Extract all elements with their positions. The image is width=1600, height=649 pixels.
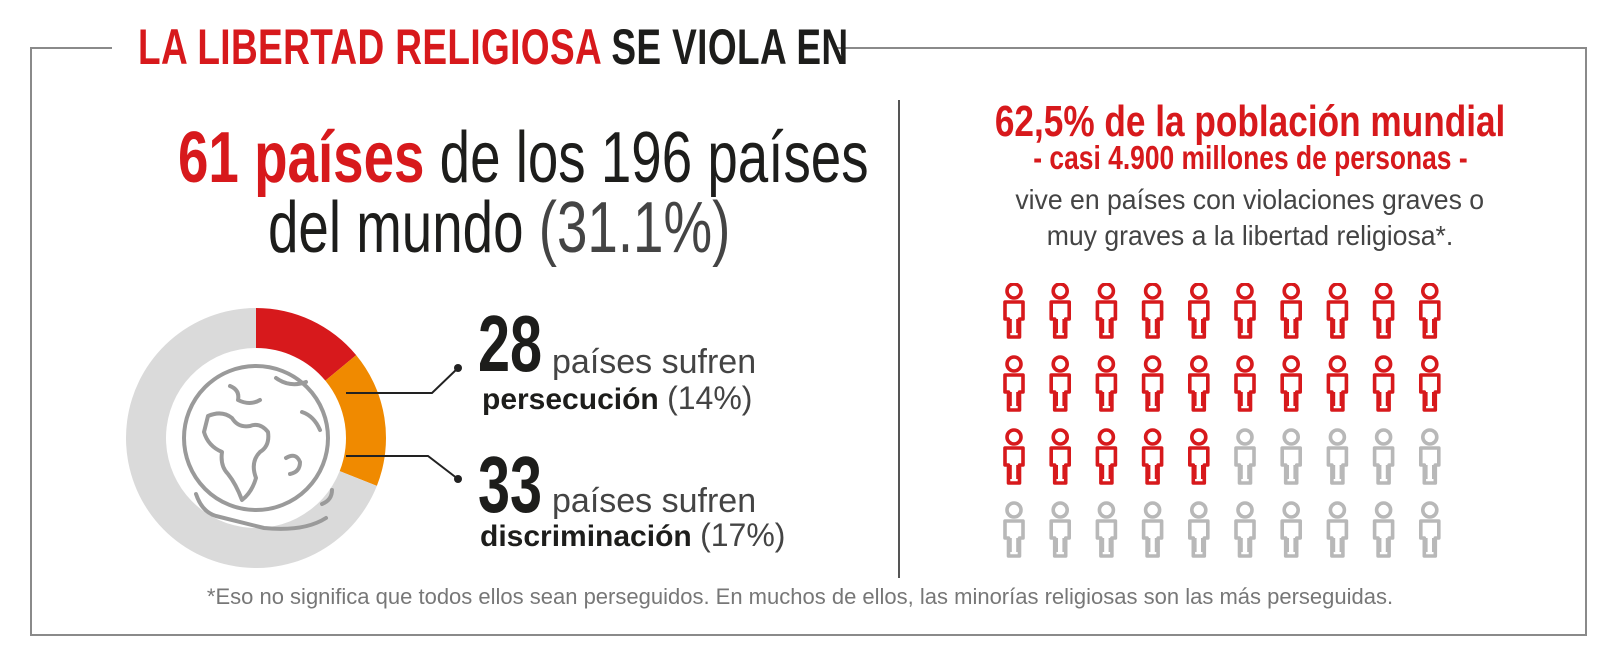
discrimination-line: países sufren (552, 482, 757, 520)
population-body-1: vive en países con violaciones graves o (1015, 184, 1485, 215)
donut-segments (126, 308, 386, 568)
persecution-number: 28 (478, 299, 543, 388)
person-icon (1188, 501, 1210, 558)
person-icon (1141, 428, 1164, 485)
person-icon (1280, 355, 1303, 412)
countries-subline: del mundo (31.1%) (268, 188, 730, 268)
population-body-row-1: vive en países con violaciones graves o (900, 183, 1600, 217)
discrimination-label-row: discriminación (17%) (480, 517, 785, 555)
title-red: LA LIBERTAD RELIGIOSA (138, 19, 601, 75)
person-icon (1326, 428, 1349, 485)
person-icon (1095, 283, 1118, 339)
person-icon (1234, 501, 1256, 558)
discrimination-label: discriminación (480, 520, 692, 553)
person-icon (1418, 355, 1441, 412)
persecution-line: países sufren (552, 343, 757, 381)
discrimination-number: 33 (478, 440, 543, 529)
infographic-frame (30, 48, 1587, 636)
person-icon (1280, 501, 1303, 558)
main-title: LA LIBERTAD RELIGIOSA SE VIOLA EN (138, 14, 848, 80)
person-icon (1326, 501, 1349, 558)
person-icon (1188, 283, 1210, 339)
person-icon (1049, 283, 1072, 339)
title-dark: SE VIOLA EN (611, 19, 849, 75)
person-icon (1372, 283, 1395, 339)
population-headline: 62,5% de la población mundial (994, 97, 1506, 146)
person-icon (1141, 501, 1164, 558)
donut-segment-discriminación (325, 355, 386, 486)
person-icon (1003, 283, 1025, 339)
persecution-label: persecución (482, 383, 659, 416)
countries-percent: (31.1%) (538, 188, 731, 268)
person-icon (1188, 355, 1210, 412)
person-icon (1003, 501, 1025, 558)
person-icon (1280, 283, 1303, 339)
countries-count: 61 (178, 118, 239, 198)
person-icon (1003, 355, 1025, 412)
footnote: *Eso no significa que todos ellos sean p… (206, 584, 1394, 609)
world-label: del mundo (268, 188, 524, 268)
countries-of-total: de los 196 países (439, 118, 869, 198)
population-headline-row: 62,5% de la población mundial (900, 98, 1600, 146)
person-icon (1234, 283, 1256, 339)
persecution-leader-dot (454, 364, 462, 372)
person-icon (1141, 355, 1164, 412)
person-icon (1234, 355, 1256, 412)
person-icon (1326, 355, 1349, 412)
population-subhead: - casi 4.900 millones de personas - (1032, 139, 1468, 176)
callout-lines (346, 364, 462, 483)
population-body-row-2: muy graves a la libertad religiosa*. (900, 219, 1600, 253)
person-icon (1372, 428, 1395, 485)
countries-headline: 61 países de los 196 países (178, 118, 869, 198)
frame-top-right (836, 47, 1587, 49)
person-icon (1003, 428, 1025, 485)
person-icon (1418, 428, 1441, 485)
persecution-leader (346, 367, 459, 394)
person-icon (1141, 283, 1164, 339)
discrimination-leader-dot (454, 475, 462, 483)
person-icon (1418, 283, 1441, 339)
vertical-divider (898, 100, 900, 578)
persecution-percent: (14%) (667, 380, 753, 416)
population-subhead-row: - casi 4.900 millones de personas - (900, 140, 1600, 176)
people-pictogram (1003, 283, 1441, 558)
discrimination-percent: (17%) (700, 517, 786, 553)
person-icon (1372, 355, 1395, 412)
person-icon (1326, 283, 1349, 339)
person-icon (1234, 428, 1256, 485)
countries-word: países (254, 118, 425, 198)
donut-segment-persecución (256, 308, 357, 381)
person-icon (1188, 428, 1210, 485)
person-icon (1049, 428, 1072, 485)
persecution-label-row: persecución (14%) (482, 380, 752, 418)
globe-icon (182, 364, 334, 531)
person-icon (1049, 501, 1072, 558)
person-icon (1095, 428, 1118, 485)
person-icon (1049, 355, 1072, 412)
discrimination-leader (346, 455, 459, 480)
frame-top-left (30, 47, 112, 49)
person-icon (1280, 428, 1303, 485)
person-icon (1418, 501, 1441, 558)
donut-segment-resto (126, 308, 377, 568)
person-icon (1095, 355, 1118, 412)
donut-chart (126, 308, 386, 568)
population-body-2: muy graves a la libertad religiosa*. (1046, 220, 1454, 251)
person-icon (1095, 501, 1118, 558)
person-icon (1372, 501, 1395, 558)
